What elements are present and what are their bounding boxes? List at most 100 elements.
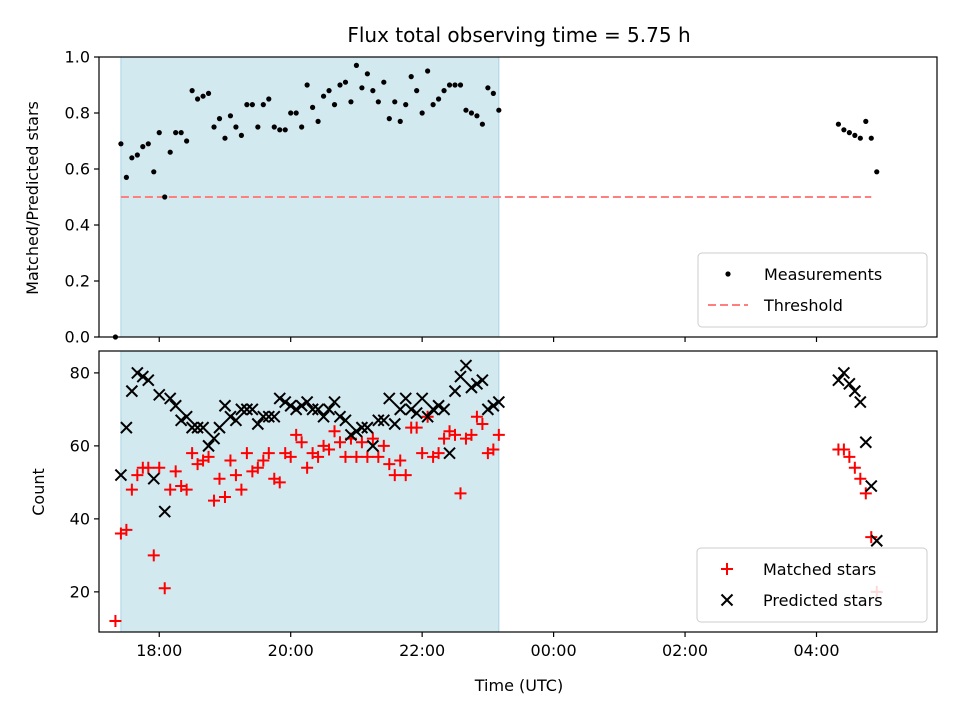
measurement-point <box>375 99 381 105</box>
top-y-tick-label: 0.2 <box>65 272 90 291</box>
matched-point <box>865 531 878 544</box>
predicted-point <box>185 421 199 434</box>
measurement-point <box>408 74 414 80</box>
predicted-point <box>404 403 418 416</box>
matched-point <box>339 450 352 463</box>
legend-predicted-stars-label: Predicted stars <box>763 591 883 610</box>
predicted-point <box>207 432 221 445</box>
measurement-point <box>857 135 863 141</box>
matched-point <box>328 425 341 438</box>
measurement-point <box>359 85 365 91</box>
measurement-point <box>419 110 425 116</box>
matched-point <box>372 450 385 463</box>
predicted-point <box>470 377 484 391</box>
measurement-point <box>145 141 151 147</box>
predicted-point <box>163 392 177 405</box>
measurement-point <box>129 155 135 161</box>
matched-point <box>383 458 396 471</box>
predicted-point <box>246 403 259 416</box>
predicted-point <box>153 388 166 401</box>
matched-point <box>290 428 303 441</box>
predicted-point <box>333 410 347 423</box>
predicted-point <box>284 399 297 412</box>
predicted-point <box>372 414 385 427</box>
predicted-point <box>300 395 314 409</box>
predicted-point <box>355 421 369 434</box>
predicted-point <box>240 403 254 416</box>
measurement-point <box>490 90 496 96</box>
predicted-point <box>426 403 440 416</box>
predicted-point <box>328 395 341 409</box>
measurement-point <box>397 118 403 124</box>
measurement-point <box>271 124 277 130</box>
matched-point <box>301 461 314 474</box>
predicted-point <box>432 399 445 412</box>
legend-measurements-swatch <box>725 271 731 277</box>
x-tick-label: 20:00 <box>268 641 314 660</box>
bottom-y-tick-label: 80 <box>70 363 90 382</box>
predicted-point <box>383 392 396 405</box>
predicted-point <box>224 410 237 423</box>
measurement-point <box>353 62 360 68</box>
matched-point <box>333 436 346 449</box>
matched-point <box>416 447 429 460</box>
bottom-legend: Matched stars Predicted stars <box>696 547 928 623</box>
bottom-y-tick-label: 60 <box>70 436 90 455</box>
matched-point <box>131 469 144 482</box>
measurement-point <box>841 127 847 133</box>
measurement-point <box>162 194 168 200</box>
matched-point <box>142 461 155 474</box>
x-tick-label: 22:00 <box>399 641 445 660</box>
predicted-point <box>415 392 429 405</box>
measurement-point <box>134 152 140 158</box>
legend-matched-stars-label: Matched stars <box>763 560 876 579</box>
matched-point <box>180 483 193 496</box>
measurement-point <box>485 85 491 91</box>
measurement-point <box>200 93 206 99</box>
measurement-point <box>435 96 442 102</box>
predicted-point <box>377 414 391 427</box>
measurement-point <box>167 149 173 155</box>
measurement-point <box>156 130 162 136</box>
matched-point <box>470 410 483 423</box>
top-series-measurements <box>112 62 880 340</box>
matched-point <box>147 549 160 562</box>
matched-point <box>399 469 412 482</box>
measurement-point <box>457 82 464 88</box>
measurement-point <box>474 113 480 119</box>
predicted-point <box>120 421 133 434</box>
predicted-point <box>870 534 883 547</box>
top-y-tick-label: 1.0 <box>65 48 90 67</box>
matched-point <box>251 461 264 474</box>
measurement-point <box>299 124 305 130</box>
measurement-point <box>852 132 858 138</box>
matched-point <box>213 472 226 485</box>
predicted-point <box>322 403 336 416</box>
bottom-y-tick-label: 40 <box>70 509 90 528</box>
top-axes-frame <box>98 56 938 338</box>
legend-measurements-label: Measurements <box>764 265 882 284</box>
measurement-point <box>863 118 869 124</box>
matched-point <box>224 454 237 467</box>
predicted-point <box>481 403 495 416</box>
predicted-point <box>465 381 478 394</box>
predicted-point <box>142 373 155 387</box>
predicted-point <box>169 399 182 412</box>
bottom-axes-frame <box>98 350 938 633</box>
predicted-point <box>837 366 851 380</box>
predicted-point <box>218 399 232 412</box>
bottom-panel: 20 40 60 80 18:00 20:00 22:00 00:00 02:00 04:00 Ma… <box>70 350 938 660</box>
predicted-point <box>306 403 319 416</box>
predicted-point <box>235 403 248 416</box>
measurement-point <box>403 102 409 108</box>
measurement-point <box>441 88 447 94</box>
matched-point <box>202 450 215 463</box>
top-y-tick-label: 0.4 <box>65 216 90 235</box>
predicted-point <box>279 395 292 409</box>
measurement-point <box>227 113 234 119</box>
bottom-series-matched-stars <box>109 410 883 628</box>
measurement-point <box>414 88 420 94</box>
measurement-point <box>874 169 880 175</box>
measurement-point <box>326 88 332 94</box>
predicted-point <box>487 399 500 412</box>
